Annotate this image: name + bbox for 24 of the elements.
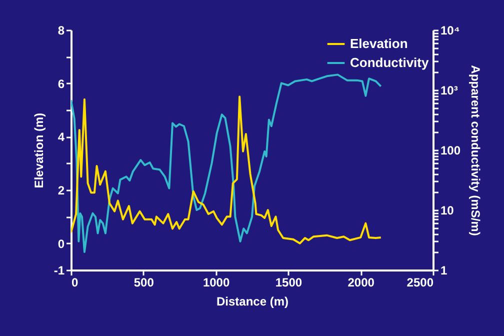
- line-series: [71, 74, 382, 253]
- legend-label: Elevation: [350, 36, 408, 51]
- y-tick-label: 6: [58, 76, 65, 91]
- y2-tick-label: 1: [440, 264, 448, 278]
- y-tick-label: -1: [54, 264, 65, 278]
- line-series: [71, 96, 382, 244]
- y-tick-label: 4: [58, 130, 65, 144]
- x-tick-label: 0: [72, 276, 78, 290]
- y2-axis-title: Apparent conductivity (mS/m): [468, 65, 483, 236]
- y2-tick-label: 10⁴: [440, 24, 460, 38]
- y-tick-label: 2: [58, 184, 65, 198]
- y2-tick-label: 10³: [440, 84, 458, 98]
- x-tick-label: 2500: [406, 276, 434, 290]
- y-tick-label: 8: [58, 24, 65, 38]
- y2-tick-label: 100: [440, 144, 461, 158]
- x-tick-label: 2000: [348, 276, 375, 290]
- x-tick-label: 1500: [275, 276, 302, 290]
- y-tick-label: 0: [58, 236, 65, 251]
- x-axis-title: Distance (m): [216, 294, 289, 308]
- y2-tick-label: 10: [440, 204, 454, 218]
- x-tick-label: 500: [134, 276, 154, 290]
- legend-label: Conductivity: [350, 55, 430, 70]
- y-axis-title: Elevation (m): [32, 112, 46, 188]
- x-tick-label: 1000: [202, 276, 230, 290]
